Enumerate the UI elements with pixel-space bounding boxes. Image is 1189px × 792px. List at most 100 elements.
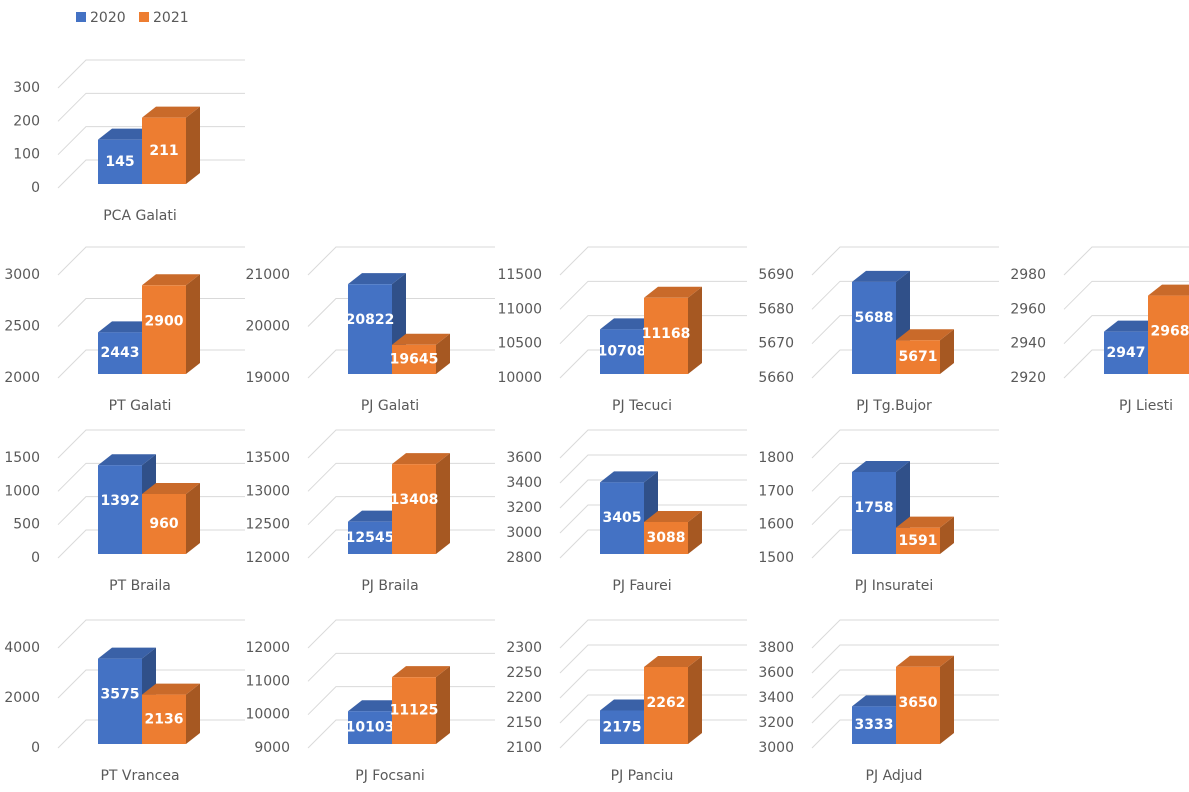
category-label: PJ Tg.Bujor: [856, 398, 932, 414]
category-label: PCA Galati: [103, 208, 177, 224]
bar: [392, 333, 450, 374]
y-tick-label: 3200: [506, 500, 542, 516]
legend-label: 2021: [153, 10, 189, 26]
data-label: 3575: [101, 687, 140, 703]
bar-side: [186, 483, 200, 554]
grid-line: [57, 429, 245, 459]
grid-line: [307, 619, 495, 649]
data-label: 2136: [145, 711, 184, 727]
chart: 1500 1600 1700 1800 1758 1591 PJ Insuratei: [758, 429, 999, 594]
grid-line: [811, 280, 999, 310]
y-tick-label: 2000: [4, 690, 40, 706]
bar-front: [600, 710, 644, 744]
y-tick-label: 10500: [497, 336, 542, 352]
category-label: PT Braila: [109, 578, 171, 594]
bar-front: [852, 706, 896, 744]
bar-front: [600, 329, 644, 374]
y-tick-label: 1500: [4, 450, 40, 466]
data-label: 3650: [899, 695, 938, 711]
chart: 0 100 200 300 145 211 PCA Galati: [13, 59, 245, 224]
bar: [142, 683, 200, 744]
data-label: 10708: [598, 344, 647, 360]
y-tick-label: 5680: [758, 301, 794, 317]
bar: [852, 461, 910, 554]
bar: [1148, 284, 1189, 374]
grid-line: [559, 429, 747, 459]
bar-front: [392, 464, 436, 554]
data-label: 1591: [899, 533, 938, 549]
y-tick-label: 10000: [497, 370, 542, 386]
category-label: PT Vrancea: [100, 768, 179, 784]
grid-line: [57, 462, 245, 492]
category-label: PJ Panciu: [611, 768, 674, 784]
category-label: PT Galati: [109, 398, 172, 414]
y-tick-label: 21000: [245, 267, 290, 283]
data-label: 3333: [855, 717, 894, 733]
category-label: PJ Insuratei: [855, 578, 934, 594]
bar: [896, 329, 954, 374]
category-label: PJ Adjud: [866, 768, 923, 784]
bar-front: [896, 340, 940, 374]
grid-line: [57, 669, 245, 699]
legend-swatch: [139, 12, 149, 22]
bar-top: [644, 511, 702, 522]
grid-line: [307, 652, 495, 682]
y-tick-label: 0: [31, 550, 40, 566]
data-label: 1392: [101, 493, 140, 509]
bar-front: [1148, 295, 1189, 374]
bar-top: [348, 700, 406, 712]
data-label: 5671: [899, 349, 938, 365]
y-tick-label: 1600: [758, 517, 794, 533]
bar-front: [142, 285, 186, 374]
y-tick-label: 300: [13, 80, 40, 96]
y-tick-label: 2940: [1010, 336, 1046, 352]
chart: 0 500 1000 1500 1392 960 PT Braila: [4, 429, 245, 594]
bar-top: [142, 106, 200, 118]
bar-front: [852, 281, 896, 374]
bar-front: [142, 494, 186, 554]
grid-line: [57, 92, 245, 122]
y-tick-label: 2000: [4, 370, 40, 386]
bar-front: [98, 332, 142, 374]
data-label: 960: [149, 516, 178, 532]
data-label: 211: [149, 143, 178, 159]
bar-front: [348, 711, 392, 744]
grid-line: [1063, 349, 1189, 379]
y-tick-label: 2920: [1010, 370, 1046, 386]
category-label: PJ Focsani: [355, 768, 424, 784]
bar-side: [940, 516, 954, 554]
data-label: 11125: [390, 703, 439, 719]
bar-top: [600, 318, 658, 330]
category-label: PJ Braila: [361, 578, 418, 594]
chart: 2100 2150 2200 2250 2300 2175 2262 PJ Panciu: [506, 619, 747, 784]
y-tick-label: 3000: [758, 740, 794, 756]
bar: [896, 655, 954, 744]
grid-line: [307, 246, 495, 276]
category-label: PJ Galati: [361, 398, 419, 414]
bar: [644, 286, 702, 374]
chart: 2800 3000 3200 3400 3600 3405 3088 PJ Faurei: [506, 429, 747, 594]
grid-line: [559, 619, 747, 649]
y-tick-label: 10000: [245, 707, 290, 723]
y-tick-label: 1700: [758, 483, 794, 499]
bar-front: [142, 117, 186, 184]
grid-line: [1063, 246, 1189, 276]
bar-top: [644, 286, 702, 298]
y-tick-label: 9000: [254, 740, 290, 756]
y-tick-label: 2100: [506, 740, 542, 756]
y-tick-label: 0: [31, 740, 40, 756]
bar-front: [600, 482, 644, 554]
bar-side: [186, 683, 200, 744]
y-tick-label: 2250: [506, 665, 542, 681]
y-tick-label: 3000: [4, 267, 40, 283]
data-label: 2262: [647, 695, 686, 711]
grid-line: [57, 619, 245, 649]
y-tick-label: 4000: [4, 640, 40, 656]
bar-side: [436, 333, 450, 374]
grid-line: [559, 246, 747, 276]
bar-top: [600, 471, 658, 483]
grid-line: [559, 479, 747, 509]
y-tick-label: 100: [13, 147, 40, 163]
